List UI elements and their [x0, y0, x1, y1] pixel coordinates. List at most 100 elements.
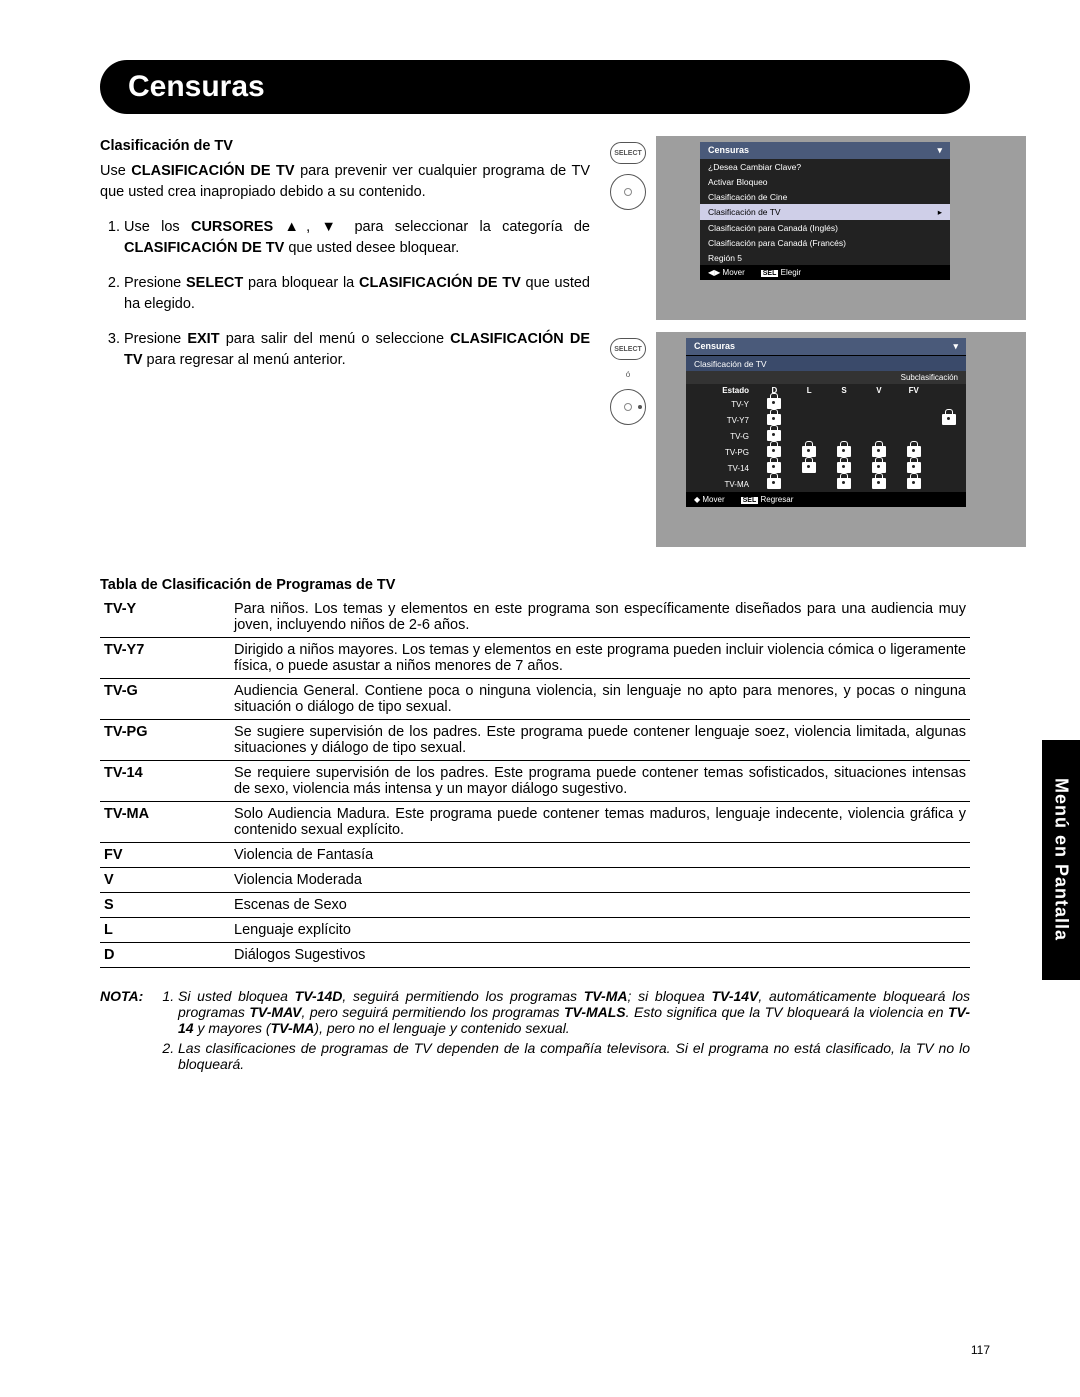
grid-row: TV-G	[686, 428, 966, 444]
lock-icon	[872, 446, 886, 457]
menu1-item: Activar Bloqueo	[700, 174, 950, 189]
rating-desc: Para niños. Los temas y elementos en est…	[230, 597, 970, 638]
subrating-desc: Violencia Moderada	[230, 868, 970, 893]
menu1-item: Región 5	[700, 250, 950, 265]
rating-code: TV-Y7	[100, 638, 230, 679]
steps-list: Use los CURSORES ▲, ▼ para seleccionar l…	[100, 217, 590, 371]
menu-box-2: Censuras▾ Clasificación de TV Subclasifi…	[686, 338, 966, 507]
grid-col-header: S	[827, 384, 862, 396]
rating-desc: Solo Audiencia Madura. Este programa pue…	[230, 802, 970, 843]
rating-code: TV-PG	[100, 720, 230, 761]
rating-code: TV-G	[100, 679, 230, 720]
grid-cell	[931, 412, 966, 428]
rating-code: TV-Y	[100, 597, 230, 638]
subrating-code: V	[100, 868, 230, 893]
grid-cell	[896, 412, 931, 428]
lock-icon	[837, 446, 851, 457]
subrating-desc: Lenguaje explícito	[230, 918, 970, 943]
lock-icon	[767, 478, 781, 489]
subrating-desc: Escenas de Sexo	[230, 893, 970, 918]
step-item: Use los CURSORES ▲, ▼ para seleccionar l…	[124, 217, 590, 259]
menu1-item: Clasificación para Canadá (Francés)	[700, 235, 950, 250]
grid-cell	[896, 476, 931, 492]
osd-column: SELECT Censuras▾ ¿Desea Cambiar Clave?Ac…	[610, 136, 1040, 547]
remote-1: SELECT	[610, 142, 646, 210]
rating-desc: Se requiere supervisión de los padres. E…	[230, 761, 970, 802]
subrating-code: D	[100, 943, 230, 968]
rating-desc: Se sugiere supervisión de los padres. Es…	[230, 720, 970, 761]
lock-icon	[942, 414, 956, 425]
cursor-ring-icon	[610, 389, 646, 425]
lock-icon	[767, 446, 781, 457]
lock-icon	[872, 478, 886, 489]
lock-icon	[767, 398, 781, 409]
tv-screen-2: Censuras▾ Clasificación de TV Subclasifi…	[656, 332, 1026, 547]
grid-cell	[931, 460, 966, 476]
osd2: SELECT ó Censuras▾ Clasificación de TV S…	[610, 332, 1040, 547]
menu2-title: Censuras▾	[686, 338, 966, 355]
grid-row: TV-Y	[686, 396, 966, 412]
lock-icon	[907, 462, 921, 473]
grid-cell	[792, 412, 827, 428]
subrating-desc: Diálogos Sugestivos	[230, 943, 970, 968]
subrating-row: SEscenas de Sexo	[100, 893, 970, 918]
grid-row-label: TV-PG	[686, 444, 757, 460]
nota-list: Si usted bloquea TV-14D, seguirá permiti…	[160, 988, 970, 1076]
or-label: ó	[626, 370, 630, 379]
remote-2: SELECT ó	[610, 338, 646, 425]
lock-icon	[907, 478, 921, 489]
subrating-desc: Violencia de Fantasía	[230, 843, 970, 868]
nota-item: Las clasificaciones de programas de TV d…	[178, 1040, 970, 1072]
menu1-title: Censuras▾	[700, 142, 950, 159]
lock-icon	[767, 430, 781, 441]
menu1-item: Clasificación de TV▸	[700, 204, 950, 220]
menu1-item: Clasificación de Cine	[700, 189, 950, 204]
subrating-row: FVViolencia de Fantasía	[100, 843, 970, 868]
grid-row-label: TV-MA	[686, 476, 757, 492]
rating-row: TV-YPara niños. Los temas y elementos en…	[100, 597, 970, 638]
grid-cell	[931, 444, 966, 460]
ratings-heading: Tabla de Clasificación de Programas de T…	[100, 577, 1040, 593]
rating-row: TV-14Se requiere supervisión de los padr…	[100, 761, 970, 802]
lock-icon	[907, 446, 921, 457]
grid-row-label: TV-Y7	[686, 412, 757, 428]
step-item: Presione EXIT para salir del menú o sele…	[124, 329, 590, 371]
rating-desc: Dirigido a niños mayores. Los temas y el…	[230, 638, 970, 679]
menu-box-1: Censuras▾ ¿Desea Cambiar Clave?Activar B…	[700, 142, 950, 280]
lock-icon	[767, 462, 781, 473]
intro-paragraph: Use CLASIFICACIÓN DE TV para prevenir ve…	[100, 161, 590, 203]
grid-cell	[792, 460, 827, 476]
rating-row: TV-MASolo Audiencia Madura. Este program…	[100, 802, 970, 843]
lock-icon	[837, 478, 851, 489]
tv-screen-1: Censuras▾ ¿Desea Cambiar Clave?Activar B…	[656, 136, 1026, 320]
select-button-icon: SELECT	[610, 338, 646, 360]
grid-cell	[861, 476, 896, 492]
cursor-ring-icon	[610, 174, 646, 210]
intro-heading: Clasificación de TV	[100, 136, 590, 157]
subrating-row: VViolencia Moderada	[100, 868, 970, 893]
menu2-subhead: Subclasificación	[686, 371, 966, 384]
grid-cell	[931, 428, 966, 444]
page-title: Censuras	[100, 60, 970, 114]
rating-row: TV-Y7Dirigido a niños mayores. Los temas…	[100, 638, 970, 679]
osd1: SELECT Censuras▾ ¿Desea Cambiar Clave?Ac…	[610, 136, 1040, 320]
page-number: 117	[971, 1343, 990, 1357]
grid-row-label: TV-Y	[686, 396, 757, 412]
rating-code: TV-14	[100, 761, 230, 802]
grid-col-header: Estado	[686, 384, 757, 396]
nota-label: NOTA:	[100, 988, 160, 1076]
grid-cell	[757, 476, 792, 492]
grid-cell	[931, 476, 966, 492]
nota-item: Si usted bloquea TV-14D, seguirá permiti…	[178, 988, 970, 1036]
grid-row-label: TV-14	[686, 460, 757, 476]
grid-row: TV-14	[686, 460, 966, 476]
grid-col-header: FV	[896, 384, 931, 396]
grid-cell	[861, 412, 896, 428]
menu2-subtitle: Clasificación de TV	[686, 355, 966, 371]
menu1-item: ¿Desea Cambiar Clave?	[700, 159, 950, 174]
lock-icon	[767, 414, 781, 425]
grid-cell	[827, 412, 862, 428]
step-item: Presione SELECT para bloquear la CLASIFI…	[124, 273, 590, 315]
grid-row: TV-PG	[686, 444, 966, 460]
menu2-footer: ◆ Mover SEL Regresar	[686, 492, 966, 507]
